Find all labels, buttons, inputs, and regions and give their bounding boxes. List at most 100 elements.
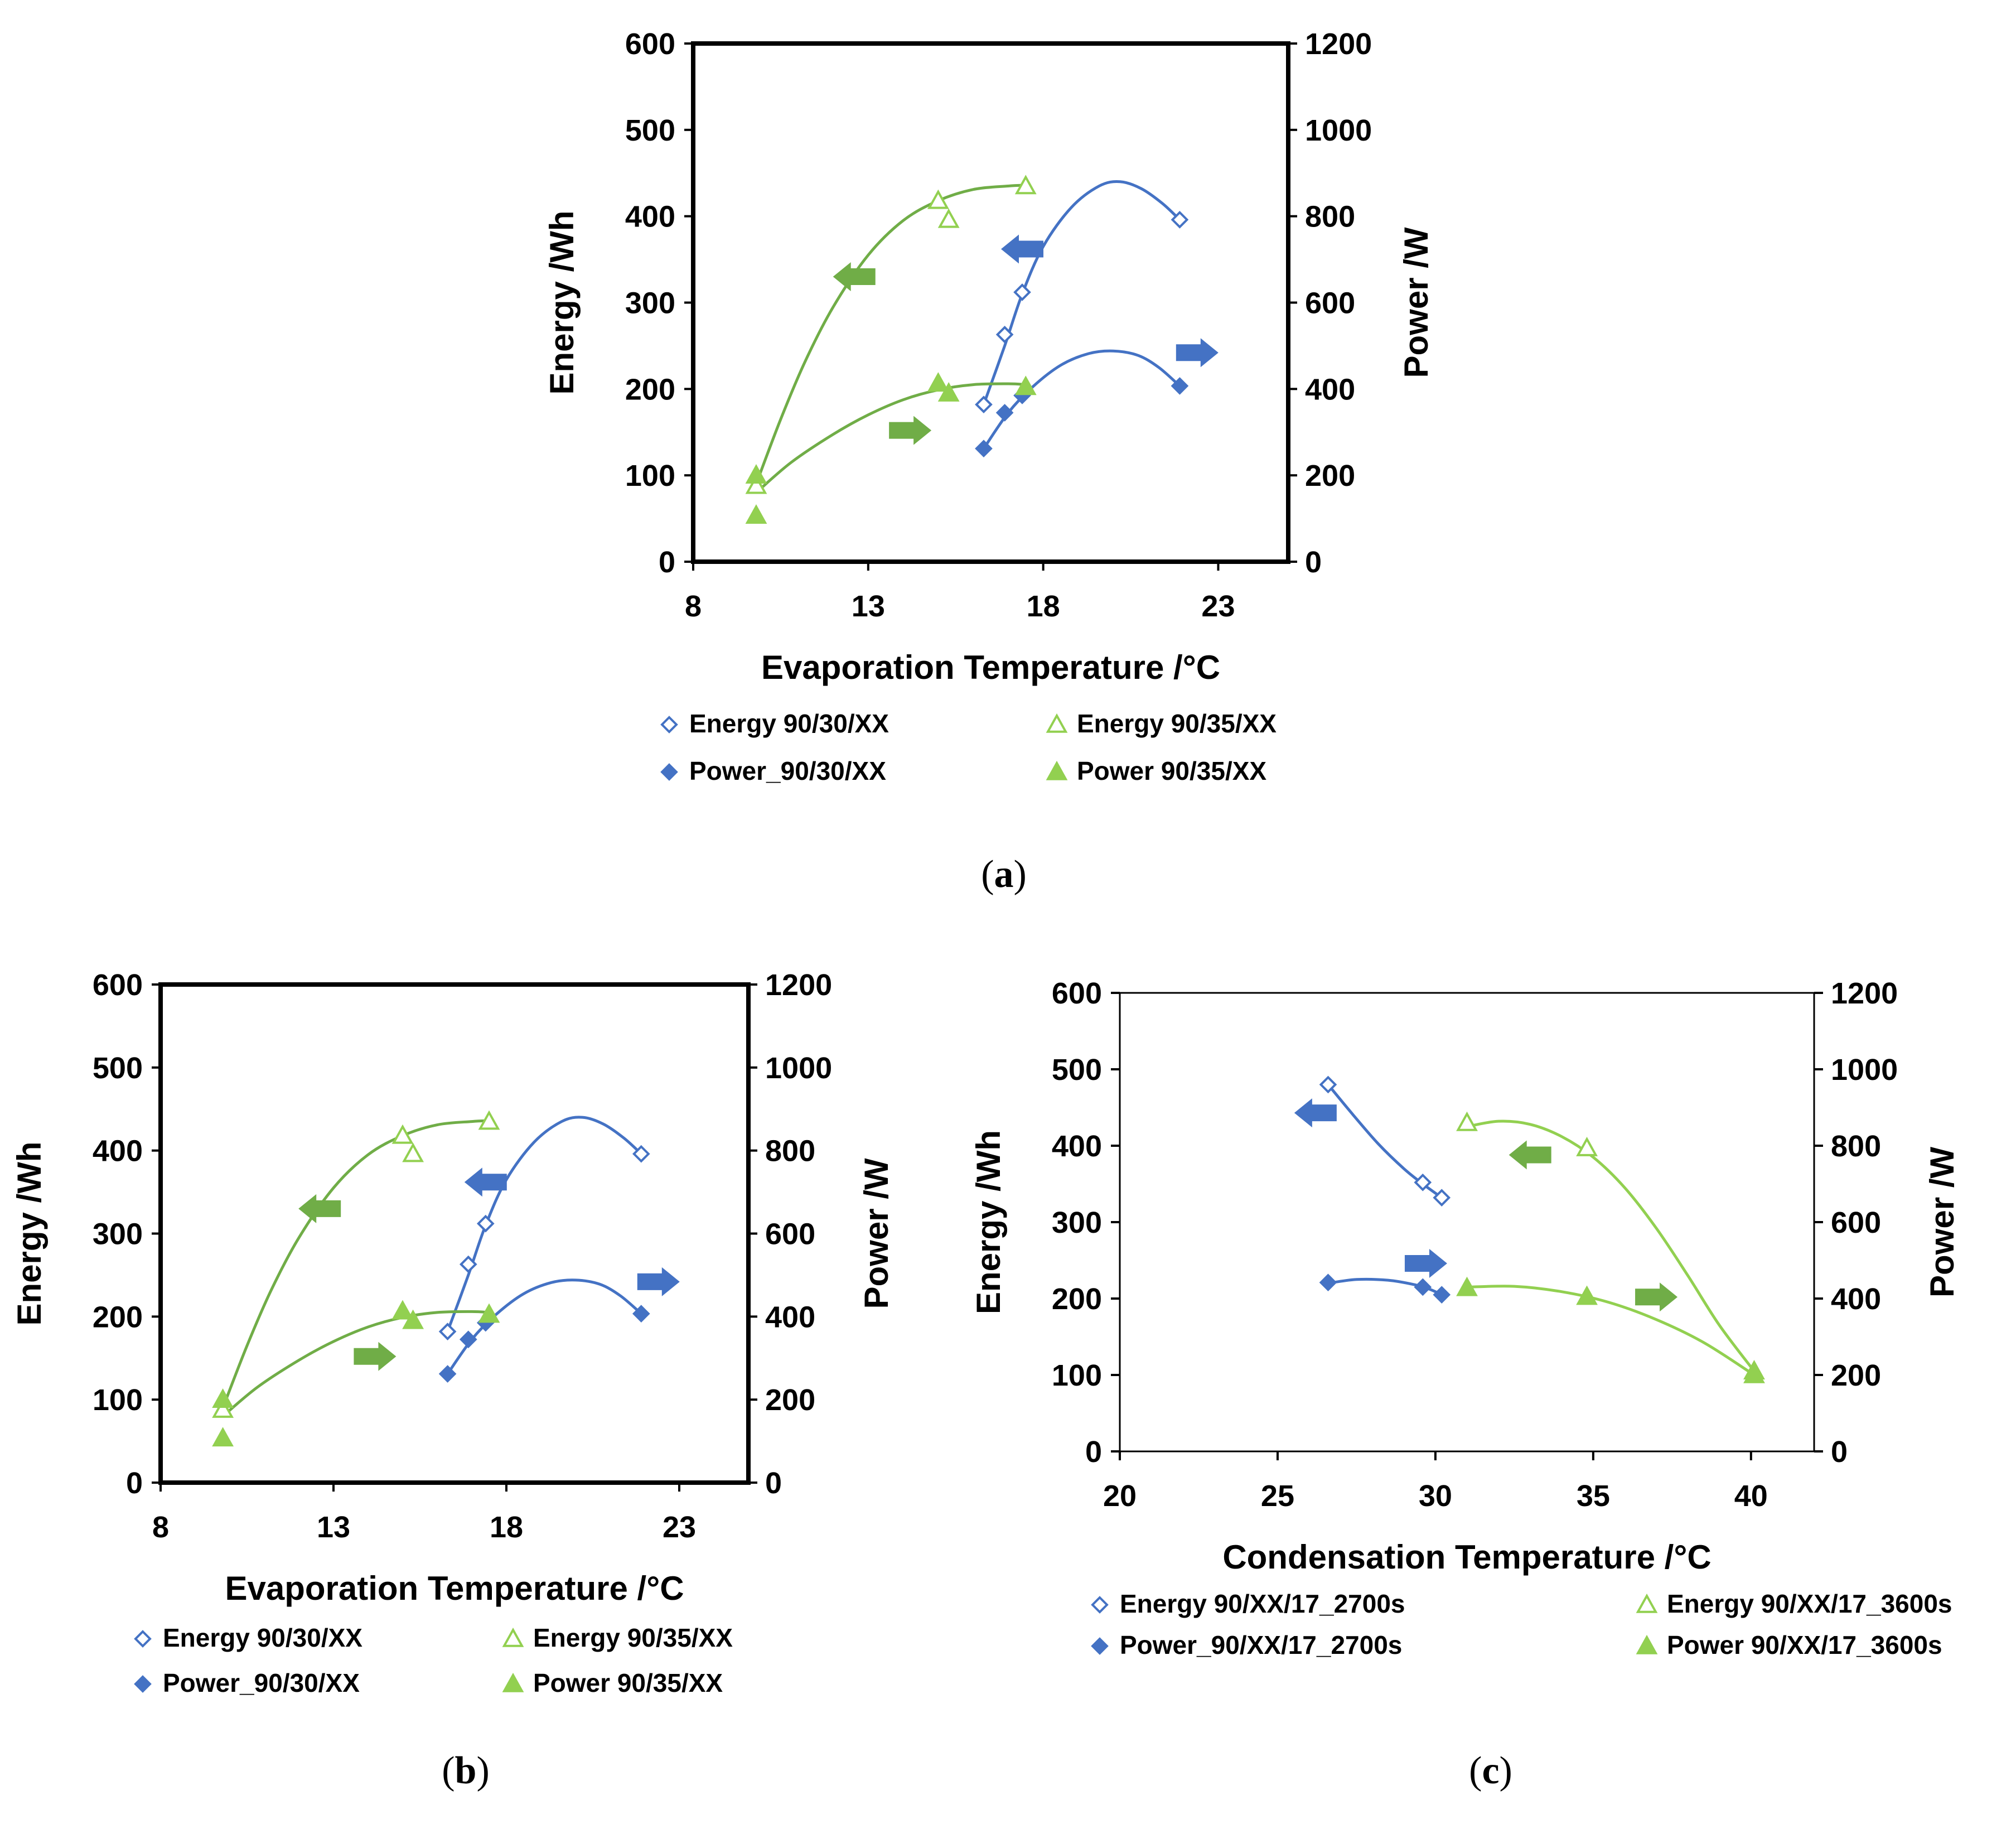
plot-area-frame [158, 982, 751, 1485]
panel-caption: (a) [981, 853, 1027, 896]
y-tick-label: 0 [659, 546, 675, 579]
legend-marker [1636, 1593, 1658, 1613]
y2-tick-label: 400 [1305, 373, 1355, 406]
legend-marker [1091, 1637, 1109, 1655]
legend-label: Energy 90/35/XX [533, 1623, 733, 1652]
axis-direction-arrow [833, 262, 876, 292]
y2-tick-label: 1200 [1831, 977, 1898, 1010]
trend-curve [1467, 1285, 1755, 1377]
legend-marker [1046, 713, 1068, 733]
data-point [995, 404, 1014, 422]
legend-label: Energy 90/30/XX [163, 1623, 362, 1652]
y-tick-label: 300 [625, 287, 675, 320]
legend-label: Power 90/35/XX [1077, 756, 1266, 785]
legend-marker [502, 1627, 524, 1647]
data-point [975, 395, 993, 414]
trend-curve [446, 1278, 642, 1375]
y2-axis-title: Power /W [858, 1158, 895, 1309]
y2-tick-label: 800 [765, 1135, 815, 1168]
y2-tick-label: 800 [1305, 200, 1355, 234]
data-point [1433, 1286, 1451, 1304]
data-point [745, 474, 767, 494]
legend-marker [660, 716, 678, 734]
data-point [1433, 1189, 1451, 1207]
axis-direction-arrow [1404, 1248, 1447, 1278]
axis-direction-arrow [1635, 1282, 1678, 1312]
x-tick-label: 20 [1103, 1479, 1137, 1513]
legend-label: Energy 90/XX/17_3600s [1667, 1589, 1952, 1618]
chart-panel-c: 0 100 200 300 400 500 600 0 200 400 600 800 1000 1200… [970, 977, 1961, 1792]
y2-tick-label: 400 [1831, 1282, 1881, 1316]
data-point [1319, 1273, 1337, 1292]
y-tick-label: 0 [126, 1466, 143, 1500]
y-tick-label: 400 [93, 1135, 143, 1168]
legend-label: Power 90/XX/17_3600s [1667, 1630, 1942, 1659]
y2-tick-label: 1200 [1305, 27, 1372, 61]
data-point [459, 1255, 477, 1273]
x-axis-title: Condensation Temperature /°C [1222, 1538, 1711, 1576]
legend-label: Power_90/30/XX [689, 756, 886, 785]
data-point [459, 1330, 477, 1349]
data-point [632, 1145, 650, 1163]
axis-direction-arrow [354, 1342, 397, 1371]
y2-tick-label: 400 [765, 1300, 815, 1334]
y-tick-label: 400 [625, 200, 675, 234]
x-tick-label: 13 [852, 590, 885, 623]
data-point [1013, 283, 1031, 301]
y-tick-label: 500 [93, 1051, 143, 1085]
y-tick-label: 600 [93, 968, 143, 1002]
y2-tick-label: 200 [765, 1383, 815, 1417]
axis-direction-arrow [464, 1167, 507, 1197]
axis-direction-arrow [889, 416, 932, 445]
axis-direction-arrow [1509, 1140, 1551, 1170]
data-point [745, 464, 767, 484]
y2-axis-title: Power /W [1923, 1147, 1961, 1297]
trend-curve [755, 382, 1026, 494]
y2-tick-label: 200 [1831, 1359, 1881, 1392]
y-tick-label: 100 [93, 1383, 143, 1417]
legend-marker [134, 1675, 152, 1693]
trend-curve [1328, 1277, 1443, 1296]
axis-direction-arrow [1294, 1098, 1337, 1128]
y2-tick-label: 800 [1831, 1130, 1881, 1163]
y2-tick-label: 200 [1305, 459, 1355, 493]
data-point [1576, 1136, 1598, 1156]
data-point [212, 1398, 234, 1418]
data-point [1414, 1173, 1432, 1191]
y2-tick-label: 0 [1305, 546, 1322, 579]
trend-curve [1467, 1120, 1756, 1372]
legend-label: Energy 90/35/XX [1077, 709, 1277, 738]
y-tick-label: 100 [625, 459, 675, 493]
axis-direction-arrow [1000, 234, 1043, 264]
legend-marker [1091, 1596, 1109, 1614]
data-point [1319, 1075, 1337, 1094]
y-tick-label: 500 [1052, 1053, 1102, 1087]
plot-area-frame [691, 41, 1290, 564]
legend-marker [1636, 1634, 1658, 1654]
y2-tick-label: 0 [1831, 1435, 1848, 1469]
x-tick-label: 18 [490, 1511, 523, 1544]
x-tick-label: 23 [1201, 590, 1235, 623]
legend-label: Power_90/30/XX [163, 1668, 360, 1697]
data-point [995, 325, 1014, 344]
plot-area-frame [1119, 992, 1815, 1453]
axis-direction-arrow [637, 1267, 680, 1296]
legend-marker [502, 1672, 524, 1692]
data-point [975, 440, 993, 457]
y-axis-title: Energy /Wh [970, 1130, 1007, 1314]
y2-tick-label: 1000 [1305, 114, 1372, 147]
y-tick-label: 0 [1085, 1435, 1102, 1469]
x-tick-label: 40 [1734, 1479, 1768, 1513]
data-point [391, 1124, 414, 1144]
x-axis-title: Evaporation Temperature /°C [225, 1570, 684, 1607]
data-point [438, 1323, 457, 1340]
data-point [1171, 211, 1189, 229]
data-point [1171, 377, 1189, 395]
data-point [438, 1365, 457, 1383]
y2-tick-label: 1000 [765, 1051, 832, 1085]
data-point [632, 1305, 650, 1323]
axis-direction-arrow [298, 1194, 341, 1223]
axis-direction-arrow [1176, 338, 1219, 368]
x-axis-title: Evaporation Temperature /°C [761, 649, 1220, 686]
